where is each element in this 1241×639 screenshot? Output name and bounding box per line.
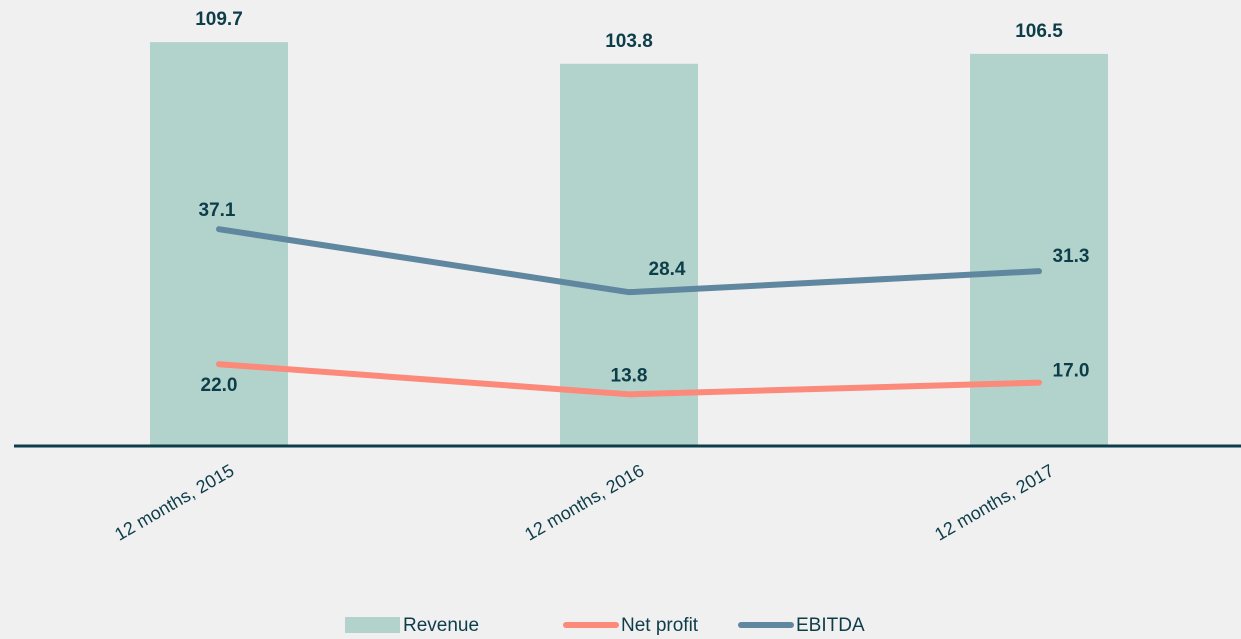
line	[216, 226, 1042, 296]
legend-label: Net profit	[621, 615, 699, 636]
legend-label: EBITDA	[796, 615, 865, 636]
value-label: 103.8	[605, 31, 653, 52]
value-label: 37.1	[199, 200, 236, 221]
value-label: 31.3	[1053, 246, 1090, 267]
value-label: 17.0	[1053, 361, 1090, 382]
line	[216, 361, 1042, 398]
bar	[560, 63, 698, 446]
value-label: 106.5	[1015, 21, 1063, 42]
value-label: 13.8	[611, 365, 648, 386]
value-label: 109.7	[195, 9, 243, 30]
legend-swatch	[345, 617, 400, 633]
value-label: 28.4	[649, 259, 686, 280]
value-label: 22.0	[201, 375, 238, 396]
legend-label: Revenue	[403, 615, 479, 636]
bar	[150, 42, 288, 445]
